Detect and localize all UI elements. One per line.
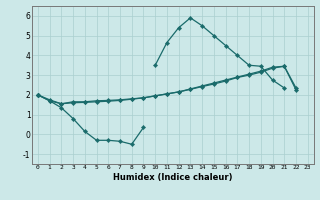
X-axis label: Humidex (Indice chaleur): Humidex (Indice chaleur) bbox=[113, 173, 233, 182]
